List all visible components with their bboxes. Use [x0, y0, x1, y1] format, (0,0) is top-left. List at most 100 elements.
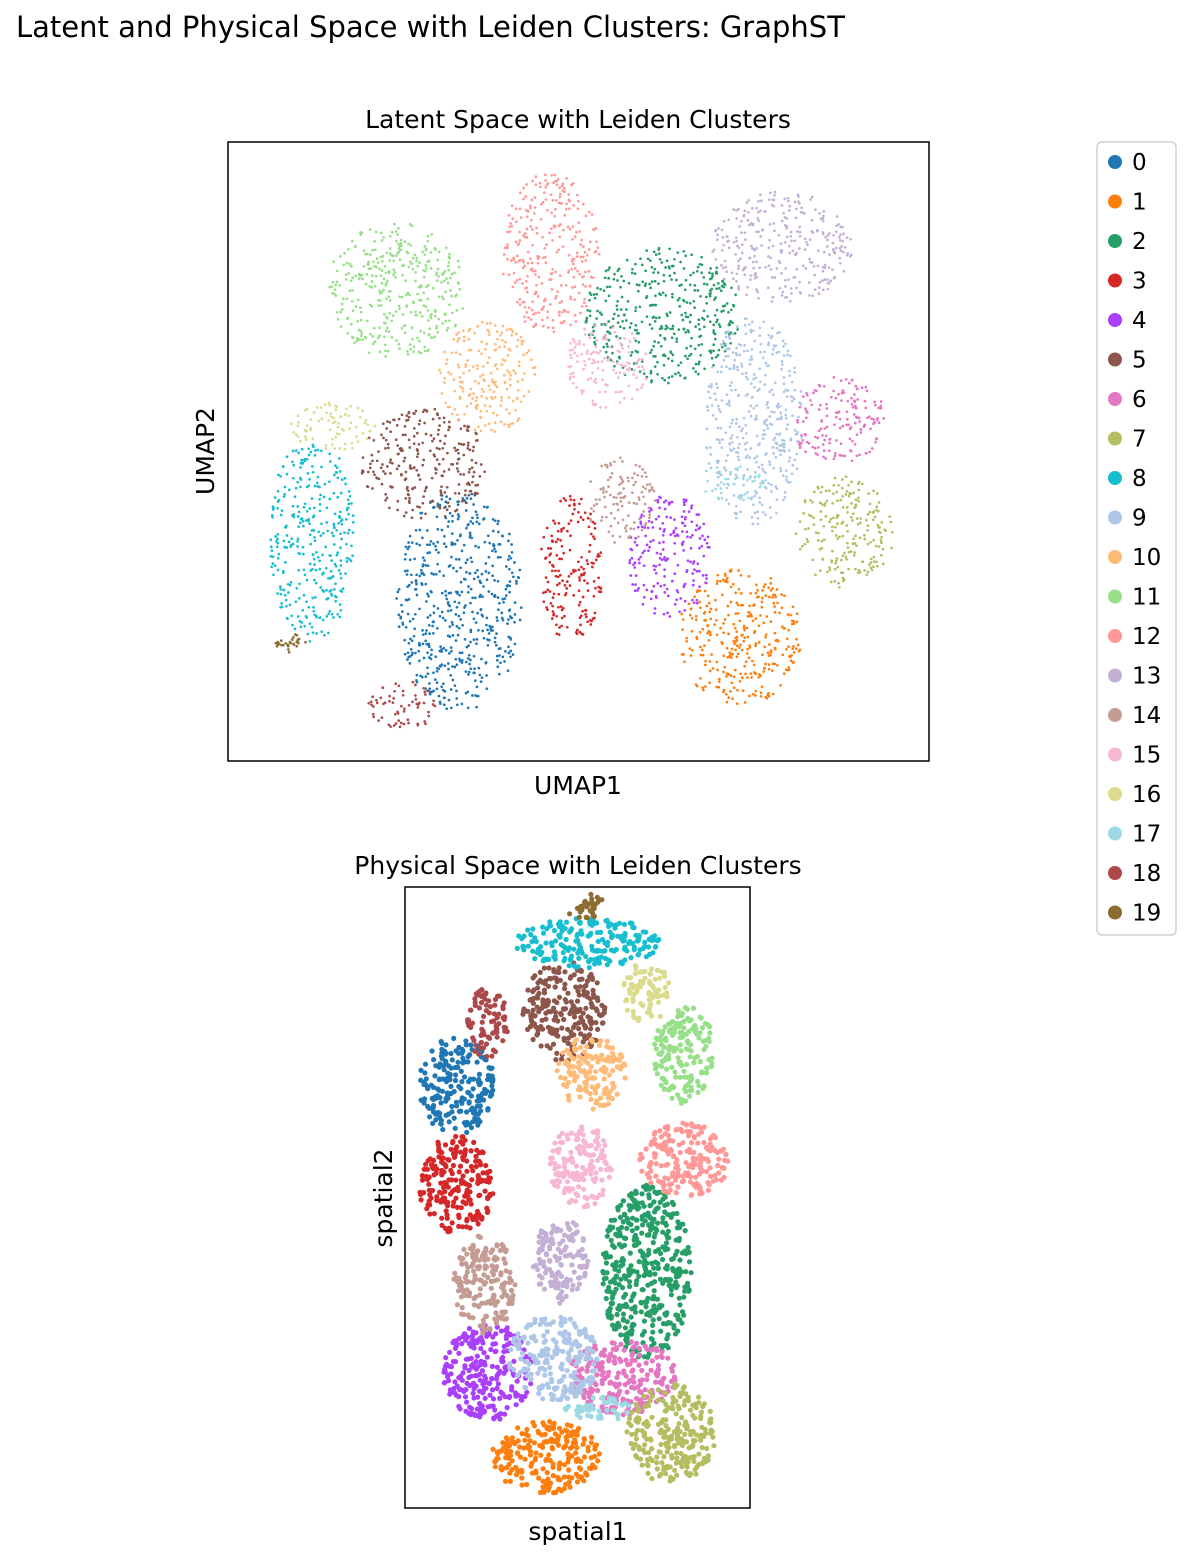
- data-point: [332, 534, 335, 538]
- data-point: [455, 309, 459, 312]
- data-point: [449, 609, 453, 612]
- data-point: [503, 381, 507, 385]
- data-point: [313, 535, 316, 539]
- data-point: [427, 1114, 433, 1120]
- data-point: [841, 520, 845, 524]
- data-point: [515, 1425, 521, 1431]
- data-point: [715, 270, 718, 274]
- data-point: [384, 355, 387, 358]
- data-point: [286, 582, 290, 586]
- data-point: [269, 538, 273, 542]
- data-point: [504, 650, 507, 653]
- data-point: [466, 441, 470, 445]
- data-point: [297, 637, 301, 641]
- data-point: [474, 399, 478, 403]
- data-point: [781, 339, 785, 343]
- data-point: [276, 537, 279, 541]
- data-point: [782, 672, 786, 675]
- data-point: [589, 480, 593, 483]
- data-point: [459, 566, 462, 570]
- data-point: [635, 328, 639, 332]
- data-point: [584, 214, 588, 218]
- data-point: [430, 572, 433, 575]
- data-point: [331, 291, 334, 295]
- data-point: [735, 346, 738, 350]
- data-point: [584, 285, 587, 288]
- data-point: [346, 332, 350, 335]
- data-point: [412, 466, 416, 469]
- data-point: [463, 1042, 469, 1048]
- data-point: [573, 313, 577, 317]
- data-point: [682, 498, 686, 502]
- data-point: [454, 613, 458, 616]
- data-point: [456, 503, 460, 507]
- data-point: [836, 499, 839, 503]
- data-point: [688, 283, 692, 287]
- data-point: [637, 365, 641, 369]
- data-point: [749, 672, 753, 675]
- data-point: [451, 514, 454, 518]
- data-point: [462, 371, 466, 375]
- data-point: [786, 423, 790, 426]
- data-point: [608, 266, 611, 269]
- data-point: [742, 474, 745, 478]
- data-point: [493, 395, 497, 399]
- data-point: [635, 283, 639, 287]
- data-point: [578, 630, 582, 634]
- data-point: [315, 632, 318, 635]
- data-point: [551, 604, 554, 608]
- data-point: [734, 648, 737, 652]
- data-point: [380, 260, 384, 263]
- data-point: [706, 479, 710, 483]
- data-point: [450, 620, 454, 624]
- data-point: [737, 569, 740, 572]
- data-point: [666, 326, 669, 330]
- data-point: [336, 612, 340, 616]
- data-point: [550, 288, 554, 291]
- data-point: [838, 426, 842, 430]
- data-point: [339, 576, 343, 580]
- data-point: [429, 314, 433, 317]
- data-point: [435, 687, 439, 691]
- data-point: [359, 415, 362, 419]
- data-point: [515, 344, 519, 348]
- data-point: [720, 263, 723, 267]
- data-point: [307, 453, 311, 457]
- data-point: [287, 648, 290, 651]
- data-point: [582, 301, 586, 304]
- data-point: [741, 689, 745, 693]
- data-point: [436, 502, 440, 506]
- data-point: [392, 259, 396, 263]
- data-point: [441, 457, 445, 461]
- data-point: [767, 667, 771, 671]
- data-point: [584, 320, 588, 324]
- data-point: [411, 300, 415, 304]
- data-point: [804, 416, 808, 420]
- data-point: [488, 624, 492, 628]
- data-point: [740, 365, 744, 368]
- data-point: [661, 354, 665, 357]
- data-point: [373, 265, 376, 268]
- data-point: [653, 320, 657, 323]
- data-point: [771, 348, 775, 351]
- data-point: [404, 625, 408, 629]
- data-point: [333, 594, 337, 598]
- data-point: [362, 249, 366, 252]
- data-point: [523, 232, 527, 235]
- data-point: [461, 497, 465, 500]
- data-point: [704, 685, 707, 688]
- data-point: [468, 489, 472, 493]
- data-point: [529, 224, 533, 228]
- data-point: [424, 264, 428, 267]
- data-point: [705, 604, 709, 608]
- data-point: [509, 422, 513, 426]
- data-point: [595, 292, 599, 296]
- data-point: [838, 585, 841, 589]
- data-point: [582, 245, 585, 248]
- data-point: [760, 199, 763, 203]
- data-point: [723, 580, 727, 583]
- data-point: [769, 651, 773, 654]
- data-point: [762, 670, 766, 673]
- data-point: [570, 259, 574, 263]
- data-point: [284, 561, 287, 564]
